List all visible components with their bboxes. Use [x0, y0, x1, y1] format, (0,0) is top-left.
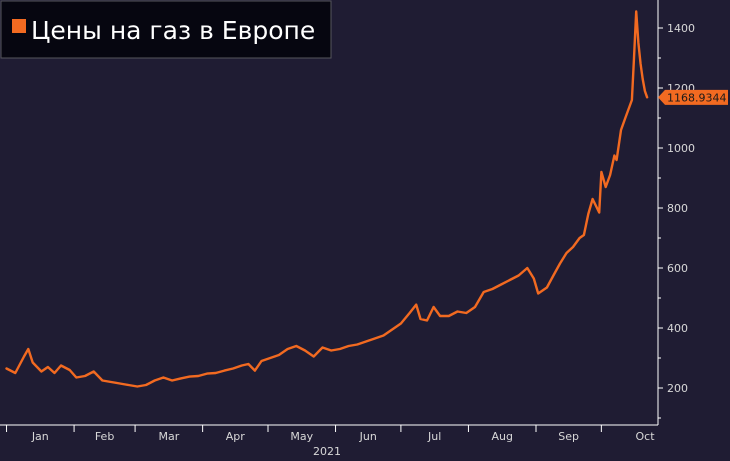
x-tick-label: Feb: [95, 430, 114, 443]
title-box: Цены на газ в Европе: [0, 0, 332, 59]
legend-swatch-icon: [12, 19, 26, 33]
x-axis-year-label: 2021: [313, 445, 341, 458]
y-tick-label: 400: [667, 322, 688, 335]
x-axis-ticks: Jan Feb Mar Apr May Jun Jul Aug Sep Oct: [6, 425, 655, 443]
last-value-label: 1168.9344: [667, 91, 727, 104]
y-tick-label: 200: [667, 382, 688, 395]
x-tick-label: May: [290, 430, 313, 443]
x-tick-label: Jul: [427, 430, 441, 443]
y-tick-label: 600: [667, 262, 688, 275]
last-value-badge: [658, 89, 728, 105]
x-tick-label: Mar: [158, 430, 179, 443]
x-tick-label: Oct: [635, 430, 655, 443]
y-tick-label: 800: [667, 202, 688, 215]
last-value-marker: 1168.9344: [658, 89, 728, 105]
x-tick-label: Aug: [491, 430, 512, 443]
x-tick-label: Sep: [558, 430, 579, 443]
title-box-frame: [0, 0, 332, 59]
y-tick-label: 1000: [667, 142, 695, 155]
series-line: [5, 10, 649, 388]
y-tick-label: 1400: [667, 22, 695, 35]
chart-title: Цены на газ в Европе: [31, 16, 315, 45]
x-tick-label: Jun: [359, 430, 377, 443]
x-tick-label: Jan: [31, 430, 49, 443]
x-tick-label: Apr: [226, 430, 246, 443]
